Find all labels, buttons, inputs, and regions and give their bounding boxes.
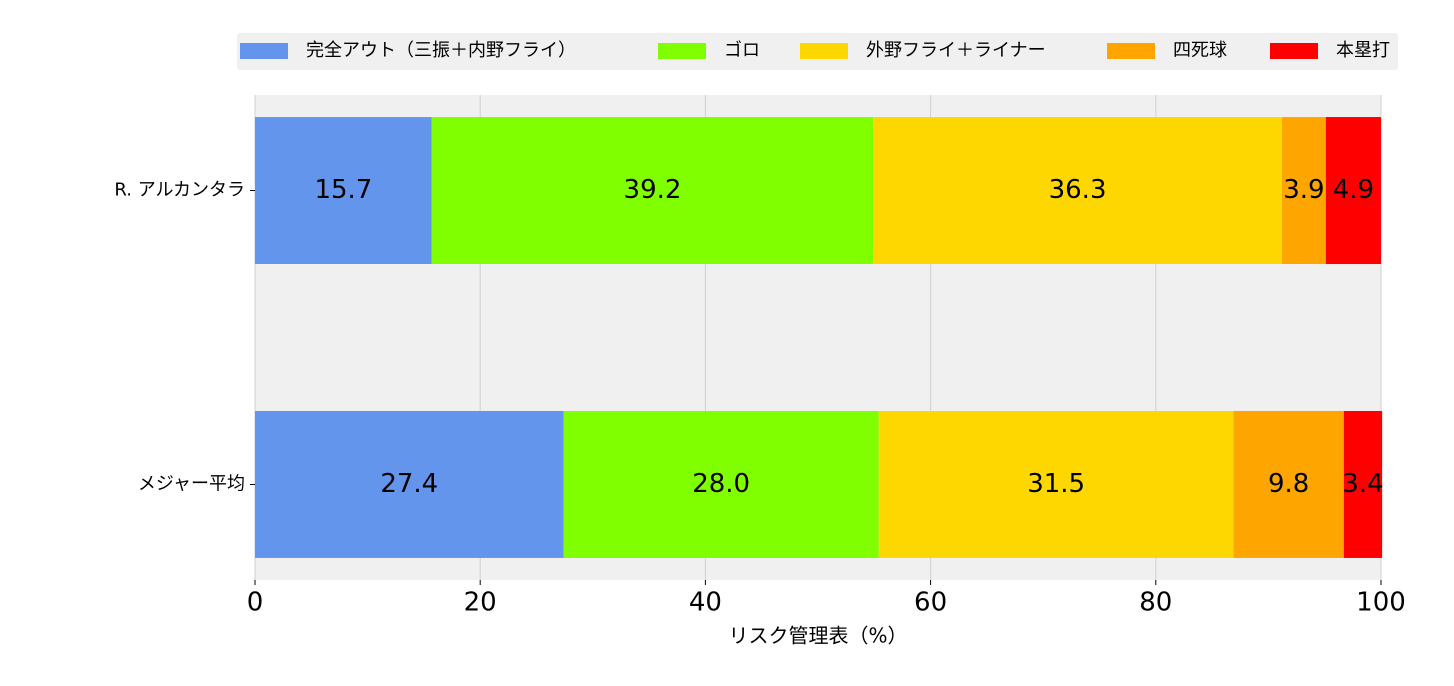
bar-segment <box>1281 117 1326 265</box>
value-label: 31.5 <box>1027 469 1085 499</box>
bar-segment <box>1233 410 1344 558</box>
x-tick-label: 0 <box>247 588 264 618</box>
value-label: 36.3 <box>1049 175 1107 205</box>
bar-segment <box>255 410 564 558</box>
legend-label: 本塁打 <box>1336 40 1390 61</box>
x-tick-label: 100 <box>1356 588 1406 618</box>
bar-segment <box>1325 117 1381 265</box>
y-tick-label: メジャー平均 <box>138 473 245 494</box>
legend-swatch <box>240 43 288 59</box>
legend-label: 外野フライ＋ライナー <box>866 40 1046 61</box>
legend-swatch <box>800 43 848 59</box>
legend-swatch <box>1270 43 1318 59</box>
bar-segment <box>878 410 1234 558</box>
value-label: 3.4 <box>1342 469 1383 499</box>
legend-label: ゴロ <box>724 40 760 61</box>
value-label: 28.0 <box>692 469 750 499</box>
bar-segment <box>1343 410 1383 558</box>
x-tick-label: 40 <box>689 588 722 618</box>
legend-swatch <box>658 43 706 59</box>
y-tick-label: R. アルカンタラ <box>114 180 245 201</box>
value-label: 3.9 <box>1283 175 1324 205</box>
legend-swatch <box>1107 43 1155 59</box>
bar-segment <box>431 117 874 265</box>
value-label: 4.9 <box>1333 175 1374 205</box>
value-label: 27.4 <box>380 469 438 499</box>
x-tick-label: 20 <box>464 588 497 618</box>
x-tick-label: 80 <box>1139 588 1172 618</box>
legend-label: 完全アウト（三振＋内野フライ） <box>306 40 576 61</box>
x-tick-label: 60 <box>914 588 947 618</box>
bar-segment <box>255 117 432 265</box>
value-label: 39.2 <box>624 175 682 205</box>
bar-segment <box>563 410 879 558</box>
legend-label: 四死球 <box>1173 40 1227 61</box>
value-label: 15.7 <box>314 175 372 205</box>
x-axis-label: リスク管理表（%） <box>728 624 907 648</box>
value-label: 9.8 <box>1268 469 1309 499</box>
bar-segment <box>873 117 1282 265</box>
